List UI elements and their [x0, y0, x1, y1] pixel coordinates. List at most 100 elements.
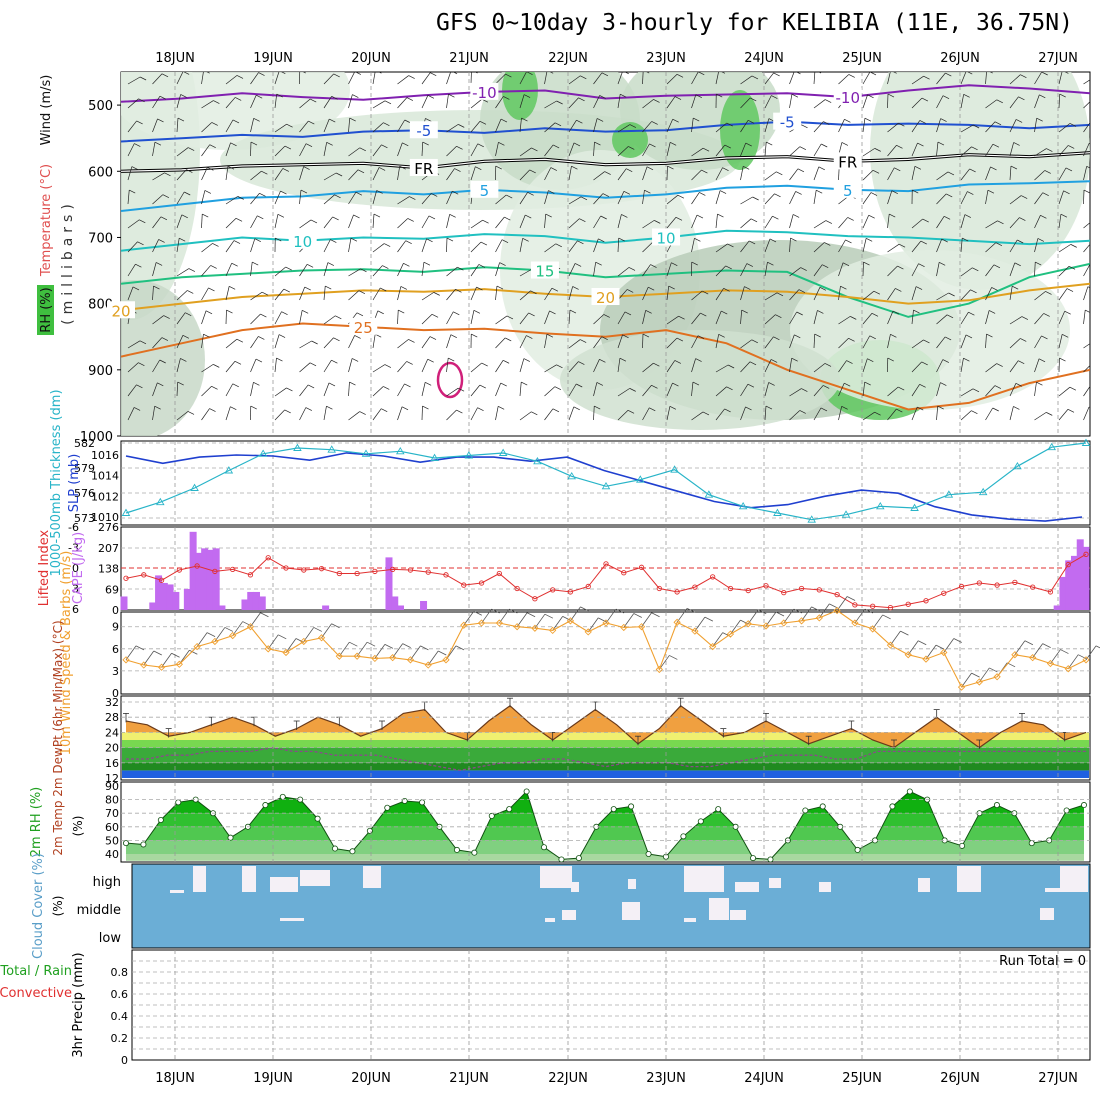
wind-barb-flag: [281, 72, 286, 74]
wind-barb-flag: [942, 95, 950, 99]
wind-barb-flag: [650, 264, 657, 268]
wind-barb-shaft: [323, 239, 331, 253]
wind-barb-shaft: [666, 406, 671, 421]
wind-barb-flag: [963, 93, 970, 98]
wind-barb-shaft: [1058, 311, 1066, 325]
wind-barb-shaft: [397, 263, 404, 277]
surface-barb: [783, 608, 795, 624]
wind-barb-shaft: [568, 196, 582, 205]
upper-wind-barbs: [127, 72, 1100, 421]
surface-barb-flag: [846, 596, 856, 601]
wind-barb-flag: [429, 336, 437, 340]
wind-barb-shaft: [348, 382, 350, 397]
wind-barb-shaft: [936, 406, 939, 421]
wind-barb-flag: [378, 167, 386, 171]
wind-barb-shaft: [372, 243, 385, 253]
wind-barb-flag: [896, 144, 903, 149]
wind-barb-shaft: [642, 72, 644, 85]
li-marker: [372, 568, 378, 575]
wind-barb-shaft: [152, 286, 154, 301]
wind-barb-shaft: [666, 337, 678, 349]
wind-barb-shaft: [838, 406, 842, 421]
wind-barb-shaft: [201, 408, 210, 421]
wind-barb-flag: [430, 72, 437, 76]
wind-barb-flag: [577, 240, 584, 245]
wind-barb-shaft: [642, 287, 649, 301]
rh-marker: [610, 806, 617, 813]
thickness-marker: [533, 456, 542, 465]
wind-barb-flag: [545, 213, 552, 218]
wind-barb-shaft: [176, 147, 189, 157]
wind-barb-shaft: [691, 94, 697, 109]
lifted-index-line: [123, 551, 1089, 611]
wind-barb-shaft: [642, 166, 648, 181]
wind-barb-flag: [797, 168, 805, 173]
wind-barb-shaft: [274, 145, 286, 157]
wind-barb-shaft: [201, 190, 206, 205]
wind-barb-flag: [629, 124, 637, 128]
surface-barb-flag: [615, 608, 625, 614]
wind-barb-flag: [259, 192, 266, 197]
cloud-clear-block: [170, 890, 184, 893]
wind-barb-shaft: [936, 142, 939, 157]
wind-barb-shaft: [372, 364, 386, 373]
wind-barb-shaft: [274, 266, 286, 277]
wind-barb-flag: [453, 311, 460, 316]
thickness-marker: [121, 508, 131, 516]
surface-barb-flag: [669, 655, 678, 660]
wind-barb-shaft: [789, 358, 793, 373]
wind-barb-flag: [964, 214, 972, 218]
wind-barb-shaft: [691, 72, 699, 85]
surface-barb: [285, 638, 297, 653]
wind-barb-flag: [1094, 98, 1100, 101]
li-marker: [603, 561, 609, 567]
surface-barb-flag: [455, 645, 465, 651]
wind-barb-flag: [303, 166, 310, 170]
li-tick: -3: [68, 542, 79, 555]
wind-barb-shaft: [127, 384, 137, 397]
wind-barb-flag: [1070, 244, 1077, 248]
wind-barb-shaft: [887, 190, 893, 205]
cloud-clear-block: [1040, 908, 1054, 920]
rh-marker: [802, 807, 809, 814]
wind-barb-flag: [408, 339, 415, 343]
wind-barb-shaft: [764, 142, 767, 157]
wind-barb-flag: [771, 95, 778, 99]
wind-barb-shaft: [225, 196, 238, 205]
thickness-marker: [978, 487, 988, 496]
wind-barb-shaft: [960, 168, 970, 181]
wind-marker: [122, 656, 130, 664]
cape-bar: [189, 531, 197, 610]
wind-barb-shaft: [862, 118, 866, 133]
wind-barb-flag: [179, 237, 186, 242]
wind-barb-shaft: [348, 72, 356, 85]
wind-barb-shaft: [691, 312, 701, 325]
wind-barb-flag: [890, 333, 897, 338]
wind-barb-shaft: [568, 142, 575, 157]
wind-barb-flag: [623, 190, 631, 195]
wind-barb-shaft: [421, 359, 429, 373]
wind-barb-shaft: [544, 386, 556, 397]
thickness-marker: [807, 515, 816, 523]
wind-barb-flag: [865, 238, 873, 242]
wind-barb-shaft: [127, 120, 137, 133]
cape-bar: [385, 557, 393, 610]
wind-barb-flag: [628, 146, 635, 150]
wind-barb-shaft: [764, 359, 772, 373]
wind-marker: [335, 652, 343, 660]
wind-barb-shaft: [250, 95, 257, 109]
wind-barb-shaft: [152, 172, 165, 181]
li-marker: [798, 585, 805, 592]
wind-barb-shaft: [666, 360, 676, 373]
wind-barb-shaft: [421, 292, 434, 301]
wind-barb-flag: [580, 339, 587, 343]
wind-barb-flag: [211, 122, 218, 126]
wind-barb-flag: [748, 240, 756, 245]
contour-label-bg: [409, 158, 438, 176]
wind-barb-flag: [766, 141, 773, 146]
wind-barb-shaft: [495, 315, 508, 325]
wind-barb-flag: [403, 262, 410, 267]
li-marker: [976, 580, 982, 586]
temp-tick: 28: [105, 711, 119, 724]
wind-barb-flag: [309, 362, 317, 367]
